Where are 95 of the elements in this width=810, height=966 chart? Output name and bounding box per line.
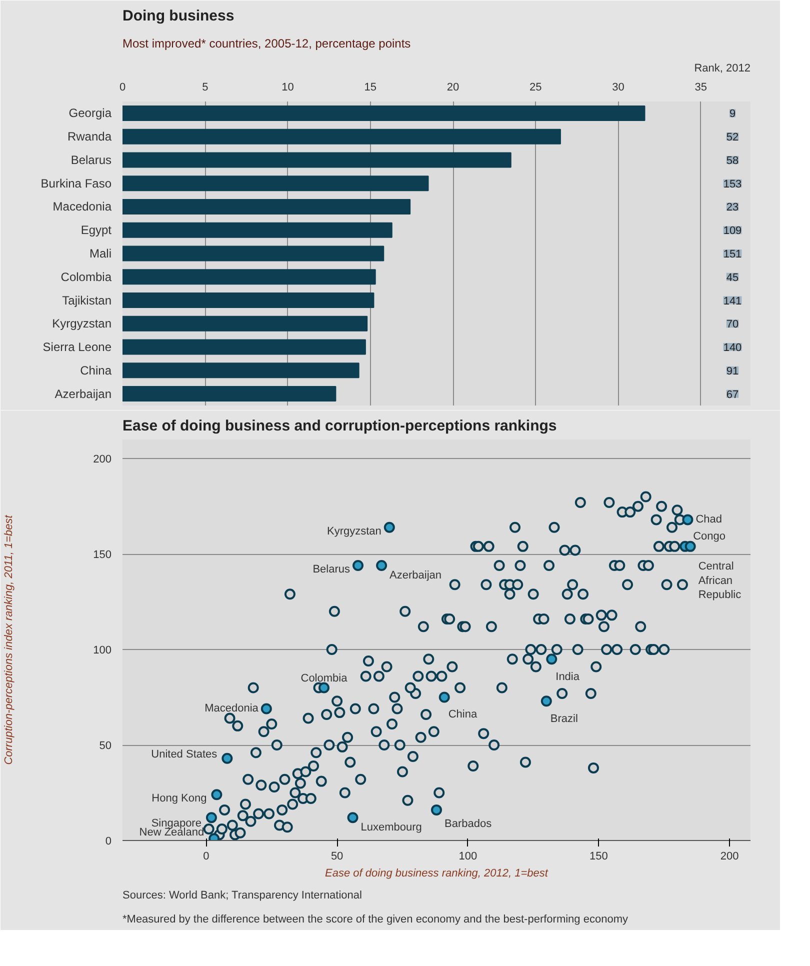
annotation: 151 (723, 248, 742, 260)
x-tick-label: 100 (458, 850, 478, 862)
annotation: China (448, 708, 478, 720)
annotation: Congo (693, 530, 726, 542)
x-tick-label: 150 (590, 850, 608, 862)
source-note: Sources: World Bank; Transparency International (122, 890, 362, 902)
x-tick-label: 15 (364, 82, 377, 94)
chart-title: Doing business (122, 8, 234, 24)
bar (122, 316, 368, 332)
y-tick-label: Georgia (68, 106, 112, 120)
y-tick-label: Tajikistan (62, 293, 112, 308)
x-tick-label: 35 (694, 82, 708, 94)
x-tick-label: 5 (202, 82, 208, 94)
bar (122, 152, 512, 168)
x-tick-label: 200 (720, 850, 739, 862)
annotation: India (556, 671, 580, 684)
bar (122, 198, 411, 214)
annotation: United States (151, 748, 218, 760)
annotation: Chad (696, 514, 722, 526)
annotation: Colombia (300, 672, 348, 685)
annotation: 91 (726, 365, 739, 378)
point (222, 752, 233, 764)
y-tick-label: Mali (90, 246, 112, 260)
point (684, 540, 696, 552)
annotation: 9 (729, 108, 736, 120)
annotation: 140 (723, 342, 742, 354)
y-tick-label: 50 (99, 740, 112, 752)
point (682, 514, 694, 526)
y-tick-label: Rwanda (67, 130, 112, 144)
y-tick-label: Burkina Faso (40, 176, 112, 190)
annotation: Macedonia (204, 702, 260, 715)
annotation: 153 (723, 178, 742, 190)
point (206, 812, 217, 824)
bar (122, 222, 392, 238)
point (260, 703, 272, 714)
y-tick-label: Azerbaijan (54, 386, 112, 401)
annotation: Luxembourg (360, 822, 422, 834)
x-axis-title: Ease of doing business ranking, 2012, 1=best (325, 868, 549, 880)
bar (122, 128, 561, 144)
annotation: 23 (726, 202, 739, 214)
x-tick-label: 20 (446, 82, 460, 94)
x-tick-label: 30 (612, 82, 624, 94)
point (384, 522, 395, 533)
y-tick-label: Egypt (80, 223, 112, 238)
chart-title: Ease of doing business and corruption-perceptions rankings (122, 418, 557, 434)
bar (122, 176, 429, 192)
annotation: Azerbaijan (390, 570, 442, 582)
point (318, 682, 330, 694)
annotation: 141 (723, 295, 742, 308)
bar (122, 386, 336, 402)
annotation: Brazil (550, 713, 578, 726)
annotation: Belarus (312, 564, 350, 576)
text: *Measured by the difference between the score of the given economy and the best-performing economy (122, 914, 628, 926)
annotation: Barbados (444, 818, 492, 830)
bar (122, 105, 646, 121)
bar (122, 339, 366, 355)
x-tick-label: 10 (282, 82, 294, 94)
point (546, 654, 558, 665)
annotation: 67 (726, 388, 739, 401)
y-tick-label: China (80, 363, 112, 378)
annotation: Kyrgyzstan (326, 525, 382, 538)
annotation: 109 (723, 225, 742, 238)
point (540, 696, 552, 707)
y-tick-label: Colombia (60, 270, 112, 284)
y-tick-label: Kyrgyzstan (52, 316, 112, 331)
point (352, 560, 364, 572)
x-tick-label: 0 (119, 82, 126, 94)
annotation: Central African Republic (698, 560, 742, 602)
chart-subtitle: Most improved* countries, 2005-12, percentage points (122, 36, 411, 50)
bar (122, 269, 376, 285)
y-axis-title: Corruption-perceptions index ranking, 2011, 1=best (3, 514, 16, 765)
annotation: 52 (726, 132, 739, 144)
x-tick-label: 25 (530, 82, 542, 94)
bar (122, 362, 360, 378)
y-tick-label: 100 (93, 644, 112, 657)
x-tick-label: 0 (203, 850, 210, 862)
point (347, 812, 358, 824)
annotation: 70 (726, 318, 739, 331)
x-tick-label: 50 (330, 850, 344, 862)
point (431, 804, 442, 816)
bar (122, 246, 384, 262)
point (211, 789, 222, 800)
bar (122, 292, 374, 308)
y-tick-label: Belarus (70, 152, 112, 167)
y-tick-label: Macedonia (52, 200, 112, 214)
text: Rank, 2012 (694, 62, 751, 74)
y-tick-label: 200 (93, 454, 112, 466)
annotation: 58 (726, 154, 739, 167)
y-tick-label: 150 (93, 549, 112, 562)
y-tick-label: Sierra Leone (42, 340, 112, 354)
point (376, 560, 388, 572)
annotation: Hong Kong (152, 792, 207, 805)
annotation: 45 (726, 272, 739, 284)
point (438, 692, 450, 703)
y-tick-label: 0 (105, 836, 112, 848)
